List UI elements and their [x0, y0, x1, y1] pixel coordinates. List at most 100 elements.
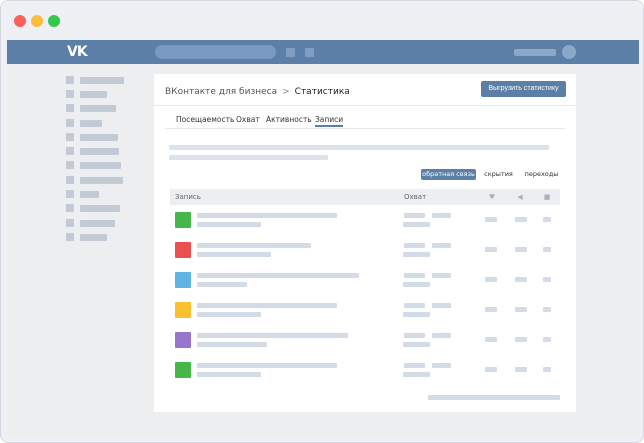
shares-placeholder: [515, 307, 527, 312]
post-date-placeholder: [197, 372, 261, 377]
likes-placeholder: [485, 337, 497, 342]
reach-sub-placeholder: [403, 342, 430, 347]
shares-placeholder: [515, 247, 527, 252]
vk-logo-icon[interactable]: VK: [67, 44, 88, 60]
post-date-placeholder: [197, 252, 271, 257]
filter-hidden[interactable]: скрытия: [484, 170, 513, 178]
user-name-placeholder[interactable]: [514, 49, 556, 56]
sidebar-item-label: [80, 105, 116, 112]
comments-placeholder: [543, 217, 551, 222]
breadcrumb-separator: >: [282, 87, 290, 97]
post-title-placeholder: [197, 303, 337, 308]
vk-top-bar: VK: [7, 40, 639, 64]
reach-extra-placeholder: [432, 363, 451, 368]
shares-placeholder: [515, 217, 527, 222]
sidebar-item-label: [80, 162, 121, 169]
reach-sub-placeholder: [403, 222, 430, 227]
title-bar: [1, 1, 643, 40]
sidebar-item-icon: [66, 190, 74, 198]
reach-value-placeholder: [404, 303, 425, 308]
column-header-reach[interactable]: Охват: [404, 193, 427, 201]
post-date-placeholder: [197, 342, 267, 347]
sidebar-item-icon: [66, 219, 74, 227]
sidebar-item-label: [80, 191, 99, 198]
sidebar-item-label: [80, 177, 123, 184]
sidebar-item-icon: [66, 90, 74, 98]
sidebar-item-label: [80, 234, 107, 241]
sidebar-item-icon: [66, 119, 74, 127]
sidebar-item-label: [80, 120, 102, 127]
comment-icon[interactable]: ■: [543, 193, 551, 201]
post-title-placeholder: [197, 363, 337, 368]
reach-sub-placeholder: [403, 372, 430, 377]
comments-placeholder: [543, 337, 551, 342]
filter-feedback[interactable]: обратная связь: [421, 169, 476, 180]
comments-placeholder: [543, 307, 551, 312]
description-line: [169, 155, 328, 160]
export-statistics-button[interactable]: Выгрузить статистику: [481, 81, 566, 97]
sidebar-item-label: [80, 148, 119, 155]
reach-value-placeholder: [404, 363, 425, 368]
comments-placeholder: [543, 367, 551, 372]
reach-extra-placeholder: [432, 273, 451, 278]
post-thumbnail: [175, 212, 191, 228]
tab-posts[interactable]: Записи: [315, 115, 344, 127]
avatar[interactable]: [562, 45, 576, 59]
sidebar-item-icon: [66, 104, 74, 112]
sidebar-item-label: [80, 134, 118, 141]
tab-traffic[interactable]: Посещаемость: [176, 115, 235, 124]
post-thumbnail: [175, 272, 191, 288]
sidebar-item-icon: [66, 161, 74, 169]
likes-placeholder: [485, 367, 497, 372]
tab-reach[interactable]: Охват: [236, 115, 260, 124]
breadcrumb-parent-link[interactable]: ВКонтакте для бизнеса: [165, 87, 278, 97]
likes-placeholder: [485, 277, 497, 282]
minimize-window-button[interactable]: [31, 15, 43, 27]
sidebar-item-icon: [66, 233, 74, 241]
close-window-button[interactable]: [14, 15, 26, 27]
reach-extra-placeholder: [432, 333, 451, 338]
reach-value-placeholder: [404, 273, 425, 278]
search-input[interactable]: [155, 45, 276, 59]
heart-icon[interactable]: ♥: [488, 193, 496, 201]
post-date-placeholder: [197, 282, 247, 287]
sidebar-item-icon: [66, 147, 74, 155]
megaphone-icon[interactable]: ◀: [517, 193, 523, 201]
likes-placeholder: [485, 307, 497, 312]
reach-sub-placeholder: [403, 252, 430, 257]
post-date-placeholder: [197, 222, 261, 227]
reach-value-placeholder: [404, 243, 425, 248]
tabs-divider: [165, 128, 565, 129]
notifications-icon[interactable]: [286, 48, 295, 57]
reach-sub-placeholder: [403, 282, 430, 287]
reach-extra-placeholder: [432, 213, 451, 218]
reach-value-placeholder: [404, 213, 425, 218]
tab-activity[interactable]: Активность: [266, 115, 312, 124]
sidebar-item-label: [80, 77, 124, 84]
post-date-placeholder: [197, 312, 261, 317]
pagination-placeholder: [428, 395, 560, 400]
filter-clicks[interactable]: переходы: [524, 170, 559, 178]
sidebar-item-label: [80, 205, 120, 212]
likes-placeholder: [485, 217, 497, 222]
comments-placeholder: [543, 277, 551, 282]
post-thumbnail: [175, 302, 191, 318]
comments-placeholder: [543, 247, 551, 252]
sidebar-item-icon: [66, 176, 74, 184]
reach-extra-placeholder: [432, 243, 451, 248]
post-title-placeholder: [197, 333, 348, 338]
sidebar-item-icon: [66, 76, 74, 84]
sidebar-item-label: [80, 220, 115, 227]
music-icon[interactable]: [305, 48, 314, 57]
column-header-post[interactable]: Запись: [175, 193, 201, 201]
sidebar-item-icon: [66, 133, 74, 141]
maximize-window-button[interactable]: [48, 15, 60, 27]
sidebar-item-icon: [66, 204, 74, 212]
post-thumbnail: [175, 362, 191, 378]
description-line: [169, 145, 549, 150]
post-thumbnail: [175, 242, 191, 258]
post-title-placeholder: [197, 243, 311, 248]
likes-placeholder: [485, 247, 497, 252]
reach-value-placeholder: [404, 333, 425, 338]
reach-sub-placeholder: [403, 312, 430, 317]
